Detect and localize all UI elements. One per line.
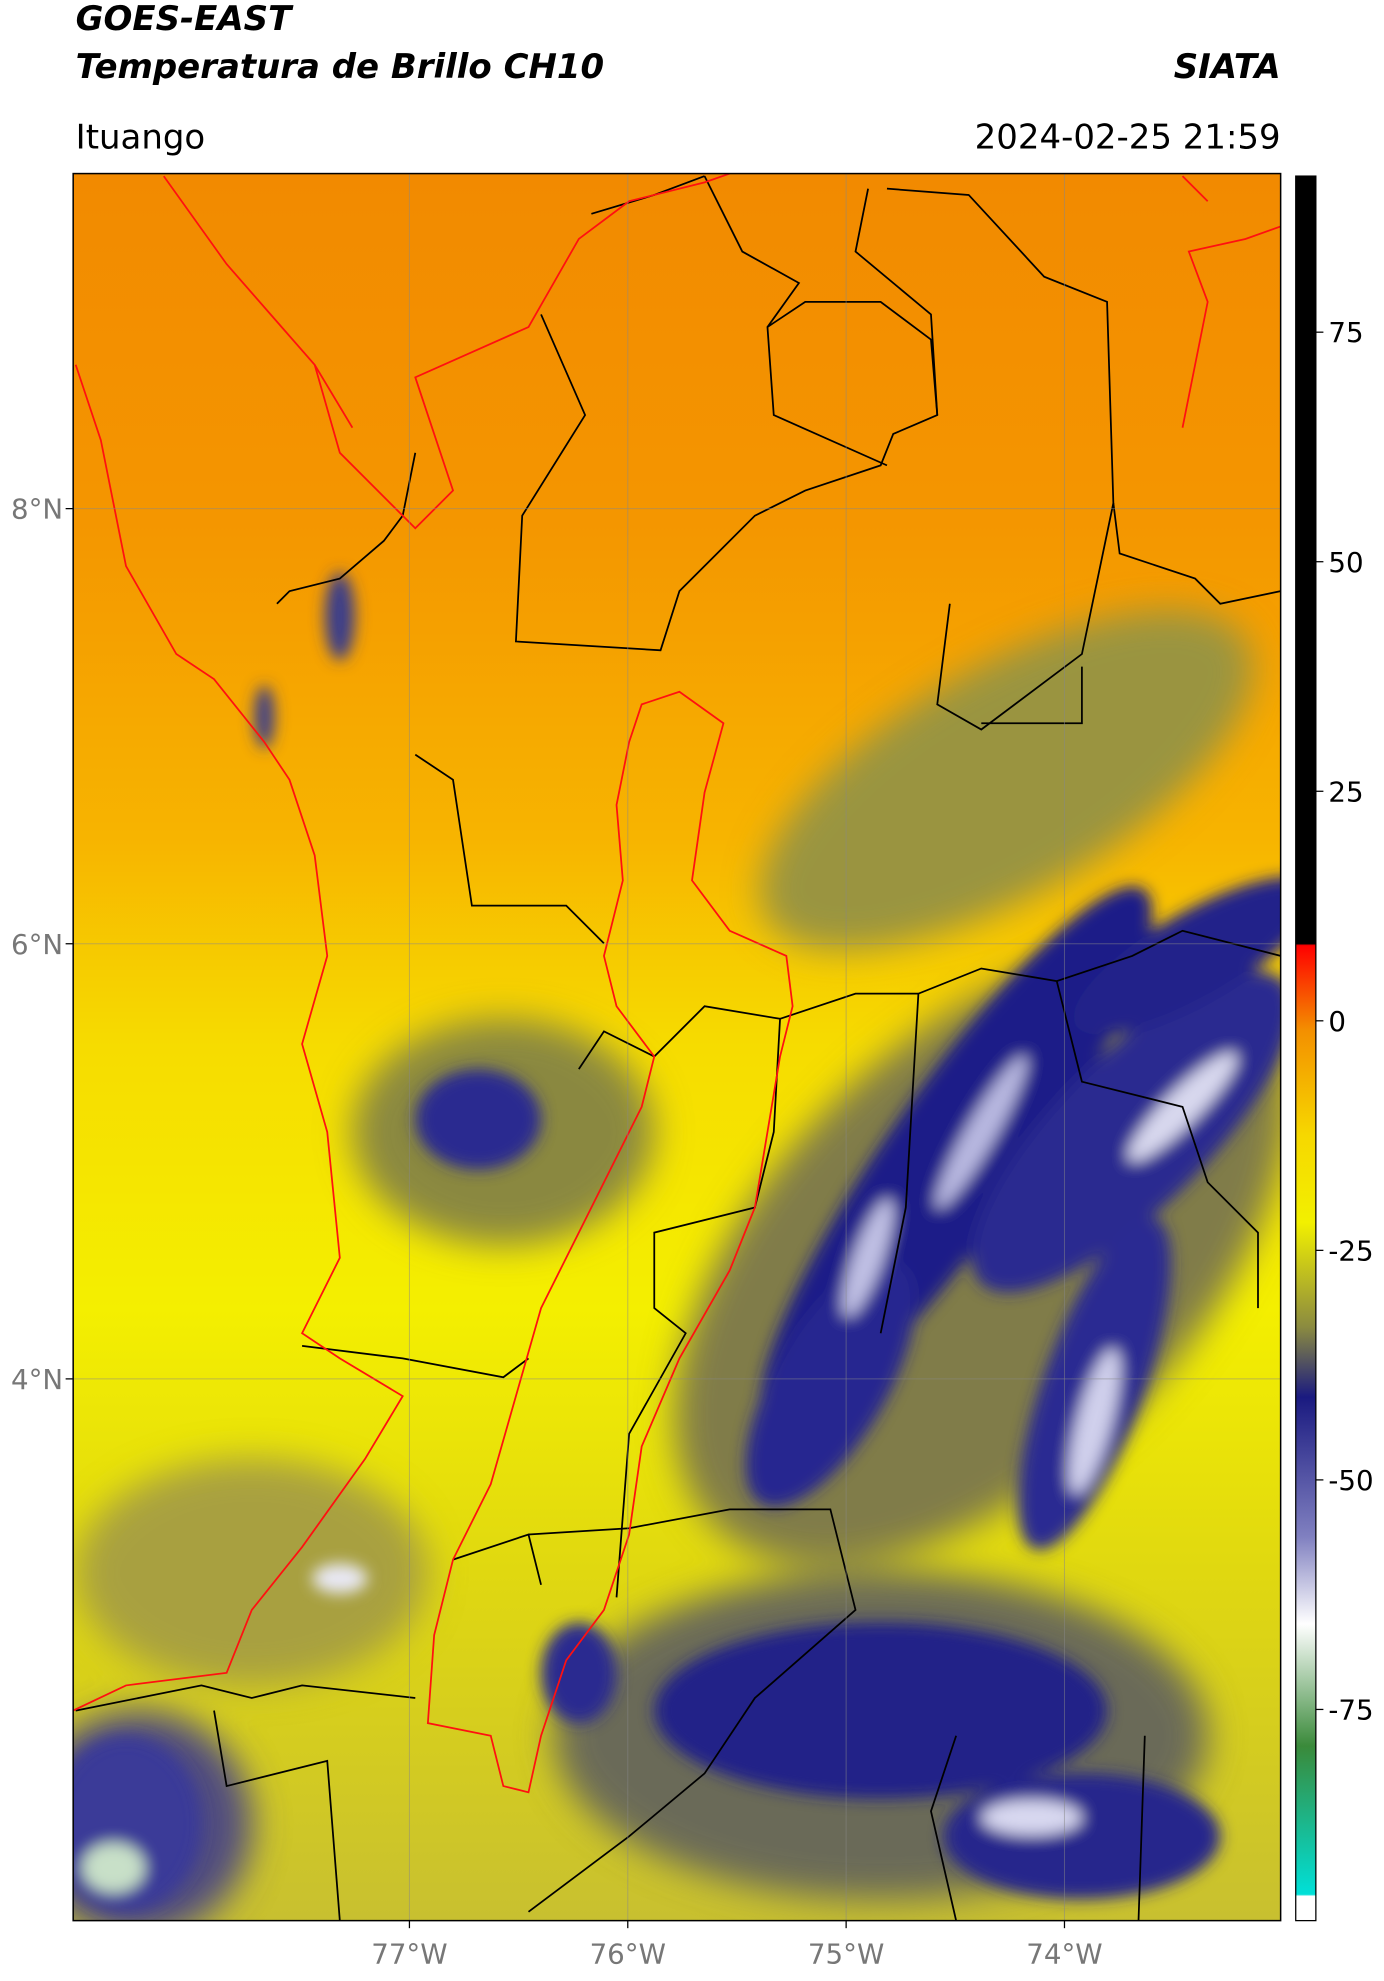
datetime: 2024-02-25 21:59 [975,117,1281,157]
colorbar [1295,175,1317,1922]
x-tick-label: 77°W [371,1937,447,1970]
colorbar-tick-label: 50 [1328,546,1363,579]
source: SIATA [1174,47,1281,87]
y-tick-label: 4°N [11,1363,63,1396]
colorbar-tick-label: -75 [1328,1694,1373,1727]
region: Ituango [76,117,206,157]
x-tick-label: 74°W [1026,1937,1102,1970]
colorbar-tick-label: 75 [1328,316,1363,349]
colorbar-tick-label: 0 [1328,1005,1346,1038]
y-tick-label: 6°N [11,928,63,961]
subtitle: Temperatura de Brillo CH10 [76,47,604,87]
x-tick-label: 75°W [808,1937,884,1970]
grid [73,173,1281,1921]
colorbar-tick-label: -25 [1328,1234,1373,1267]
colorbar-tick-label: -50 [1328,1464,1373,1497]
title: GOES-EAST [76,0,294,39]
map-frame [72,172,1282,1922]
x-tick-label: 76°W [590,1937,666,1970]
satellite-image [73,173,1281,1921]
colorbar-tick-label: 25 [1328,775,1363,808]
y-tick-label: 8°N [11,493,63,526]
